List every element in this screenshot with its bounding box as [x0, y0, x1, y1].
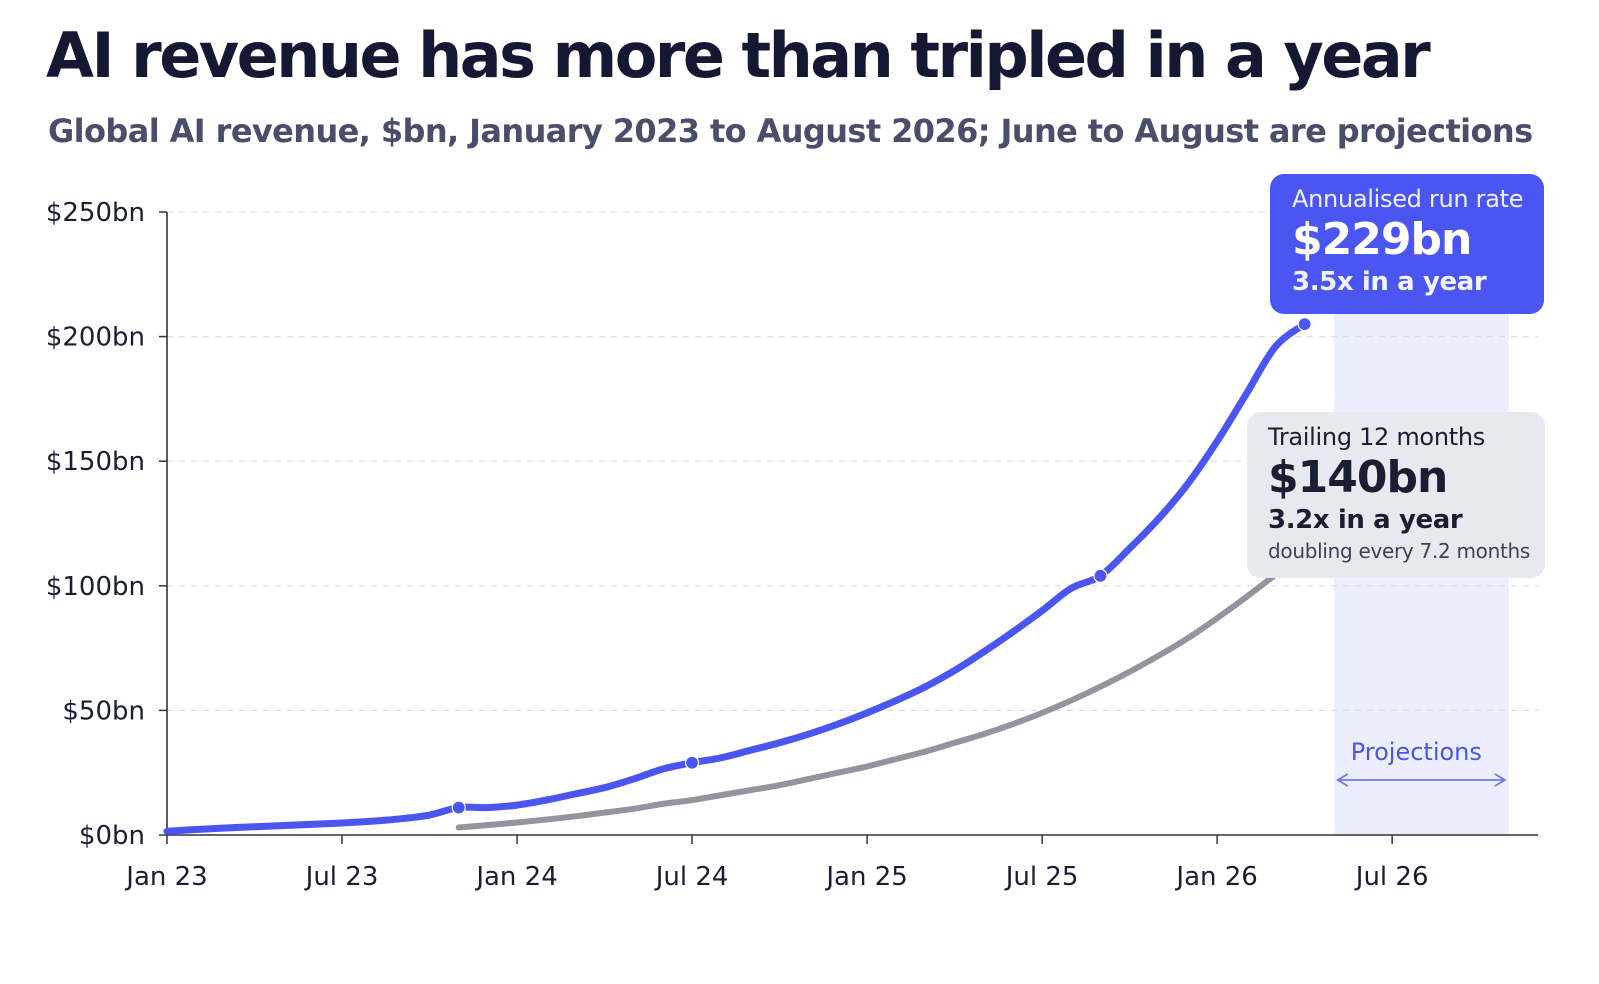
run-rate-line	[163, 320, 1309, 835]
trailing-callout: Trailing 12 months $140bn 3.2x in a year…	[1247, 412, 1545, 578]
y-tick-label: $250bn	[46, 198, 145, 228]
chart-title: AI revenue has more than tripled in a ye…	[46, 19, 1431, 92]
y-tick-label: $0bn	[79, 821, 145, 851]
y-tick-label: $150bn	[46, 447, 145, 477]
trailing-label: Trailing 12 months	[1268, 423, 1485, 451]
run-rate-label: Annualised run rate	[1292, 185, 1524, 213]
run-rate-value: $229bn	[1292, 214, 1472, 265]
x-tick-label: Jan 24	[474, 862, 557, 892]
trailing-12-months-line	[455, 483, 1396, 831]
run-rate-marker	[1093, 568, 1108, 583]
run-rate-marker	[451, 800, 466, 815]
run-rate-multiple: 3.5x in a year	[1292, 267, 1487, 297]
chart-subtitle: Global AI revenue, $bn, January 2023 to …	[48, 112, 1533, 150]
x-tick-label: Jul 23	[304, 862, 379, 892]
run-rate-marker	[1297, 317, 1312, 332]
x-tick-label: Jul 26	[1354, 862, 1429, 892]
axes: $0bn $50bn $100bn $150bn $200bn $250bn Jan 23 J…	[46, 198, 1538, 892]
x-tick-label: Jan 26	[1174, 862, 1257, 892]
y-tick-label: $50bn	[62, 696, 145, 726]
y-tick-label: $100bn	[46, 572, 145, 602]
x-tick-label: Jul 25	[1004, 862, 1079, 892]
projection-arrow-right-head	[1494, 773, 1507, 787]
trailing-note: doubling every 7.2 months	[1268, 539, 1531, 563]
run-rate-marker	[684, 755, 700, 770]
series-layer	[163, 320, 1396, 835]
projection-arrow-left-head	[1336, 773, 1349, 787]
trailing-multiple: 3.2x in a year	[1268, 505, 1463, 535]
x-tick-label: Jan 25	[824, 862, 907, 892]
y-tick-label: $200bn	[46, 323, 145, 353]
x-tick-label: Jul 24	[654, 862, 729, 892]
trailing-value: $140bn	[1268, 452, 1448, 503]
projection-label: Projections	[1351, 738, 1482, 766]
x-tick-label: Jan 23	[124, 862, 207, 892]
run-rate-callout: Annualised run rate $229bn 3.5x in a yea…	[1270, 174, 1544, 314]
